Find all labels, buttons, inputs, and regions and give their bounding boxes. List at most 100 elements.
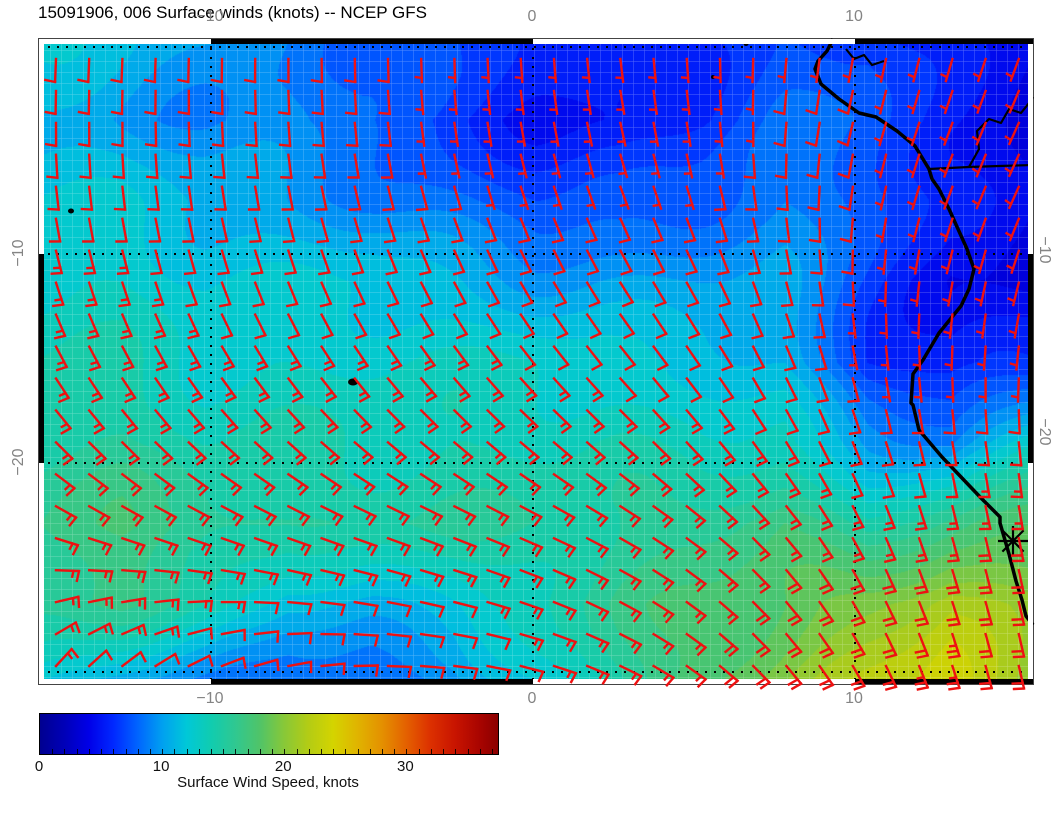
wind-barb [448,89,458,116]
wind-barb [253,472,276,497]
colorbar-minor-tick [284,749,286,754]
wind-barb [751,376,767,404]
wind-barb [177,57,191,84]
wind-barb [211,89,224,116]
wind-barb [651,281,667,308]
wind-barb [380,153,394,179]
wind-barb [745,185,758,211]
wind-barb [946,632,961,659]
wind-barb [147,185,160,211]
wind-barb [971,185,988,210]
colorbar-minor-tick [345,749,347,754]
wind-barb [585,281,601,308]
colorbar-minor-tick [198,749,200,754]
river-line [845,48,885,67]
wind-barb [784,345,797,372]
wind-barb [618,344,637,372]
wind-barb [319,408,340,435]
wind-barb [718,568,740,594]
wind-barb [651,504,674,529]
wind-barb [286,312,301,340]
wind-barb [519,600,545,620]
wind-barb [53,313,67,340]
wind-barb [651,344,669,372]
wind-barb [120,376,137,404]
wind-barb [51,281,65,308]
wind-barb [816,376,830,404]
wind-barb [187,504,211,527]
wind-barb [110,89,124,116]
wind-barb [805,89,821,116]
wind-barb [1008,313,1021,339]
colorbar-minor-tick [76,749,78,754]
wind-barb [945,377,955,403]
wind-barb [486,632,512,651]
wind-barb [187,472,210,497]
wind-barb [585,440,607,466]
wind-barb [552,344,570,371]
wind-barb [978,536,993,563]
wind-barb [946,504,960,531]
wind-barb [519,632,545,652]
wind-barb [837,89,855,116]
wind-barb [817,536,835,563]
wind-barb [779,249,793,275]
wind-barb [773,89,788,116]
wind-barb [1010,472,1024,499]
wind-barb [416,121,426,148]
wind-barb [286,536,312,557]
wind-barb [312,121,326,148]
wind-barb [972,57,988,83]
wind-barb [648,57,658,84]
wind-barb [784,472,802,499]
wind-barb [882,377,892,403]
wind-barb [519,344,537,372]
wind-barb [618,536,643,560]
wind-barb [939,153,954,178]
wind-barb [911,409,925,435]
wind-barb [378,89,392,116]
wind-barb [849,345,859,371]
wind-barb [913,377,923,403]
bottom-axis-label: 0 [527,690,537,707]
wind-barb [882,472,896,500]
wind-barb [784,632,803,659]
wind-barb [87,648,114,668]
wind-barb [286,568,313,586]
wind-barb [842,57,855,83]
wind-barb [280,153,293,180]
wind-barb [651,376,670,403]
wind-barb [113,185,127,211]
colorbar-minor-tick [174,749,176,754]
wind-barb [253,504,278,527]
river-line [928,163,1034,171]
wind-barb [150,249,164,276]
wind-barb [485,408,506,434]
wind-barb [54,504,78,527]
wind-barb [1004,153,1021,178]
colorbar-minor-tick [259,749,261,754]
wind-barb [316,217,330,244]
wind-barb [808,217,822,244]
wind-barb [83,249,97,275]
wind-barb [718,472,738,499]
wind-barb [353,504,378,527]
wind-barb [386,632,413,648]
wind-barb [552,312,569,340]
wind-barb [874,89,888,115]
wind-barb [618,440,640,466]
wind-barb [417,217,431,244]
wind-barb [218,281,232,308]
colorbar-minor-tick [418,749,420,754]
wind-barb [651,249,666,276]
wind-barb [87,344,102,372]
wind-barb [519,664,545,683]
wind-barb [585,312,603,340]
wind-barb [848,408,862,436]
wind-barb [1011,664,1026,691]
wind-barb [780,281,794,308]
wind-barb [187,536,213,557]
wind-barb [215,217,229,243]
wind-barb [286,440,308,466]
wind-barb [54,647,80,668]
